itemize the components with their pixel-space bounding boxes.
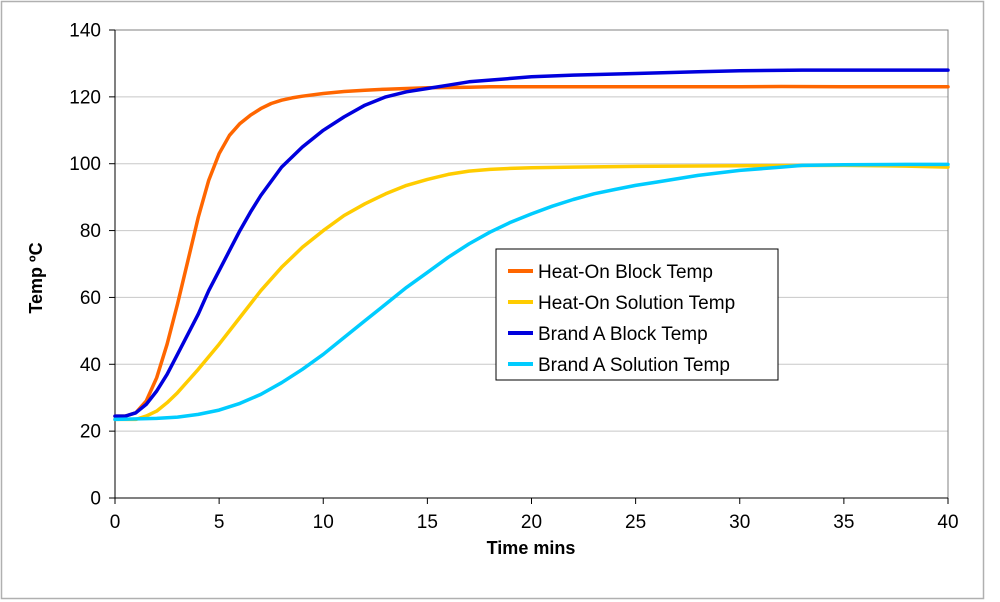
legend-box xyxy=(495,248,779,381)
series-lines xyxy=(113,68,950,422)
x-tick-label: 5 xyxy=(214,512,225,533)
x-tick-label: 40 xyxy=(937,512,958,533)
x-tick-label: 25 xyxy=(625,512,646,533)
x-tick-label: 20 xyxy=(521,512,542,533)
x-axis-ticks: 0 5 10 15 20 25 30 35 40 xyxy=(110,498,959,533)
y-tick-label: 60 xyxy=(80,288,101,309)
series-line-2 xyxy=(113,68,950,418)
y-tick-label: 120 xyxy=(69,87,101,108)
y-tick-label: 20 xyxy=(80,422,101,443)
x-tick-label: 35 xyxy=(833,512,854,533)
x-axis-title: Time mins xyxy=(487,538,576,558)
legend-label: Heat-On Block Temp xyxy=(538,262,713,283)
x-tick-label: 15 xyxy=(417,512,438,533)
legend-label: Heat-On Solution Temp xyxy=(538,293,735,314)
y-tick-label: 140 xyxy=(69,21,101,42)
y-axis-title: Temp ºC xyxy=(26,242,46,313)
series-line-0 xyxy=(113,84,950,418)
y-tick-label: 40 xyxy=(80,355,101,376)
legend: Heat-On Block Temp Heat-On Solution Temp B… xyxy=(495,248,779,381)
x-tick-label: 10 xyxy=(313,512,334,533)
y-tick-label: 100 xyxy=(69,154,101,175)
legend-label: Brand A Solution Temp xyxy=(538,355,730,376)
series-line-3 xyxy=(113,162,950,422)
x-tick-label: 0 xyxy=(110,512,121,533)
y-tick-label: 0 xyxy=(90,489,101,510)
series-line-1 xyxy=(113,163,950,422)
y-tick-label: 80 xyxy=(80,221,101,242)
x-tick-label: 30 xyxy=(729,512,750,533)
y-axis-ticks: 0 20 40 60 80 100 120 140 xyxy=(69,21,115,510)
legend-label: Brand A Block Temp xyxy=(538,324,708,345)
